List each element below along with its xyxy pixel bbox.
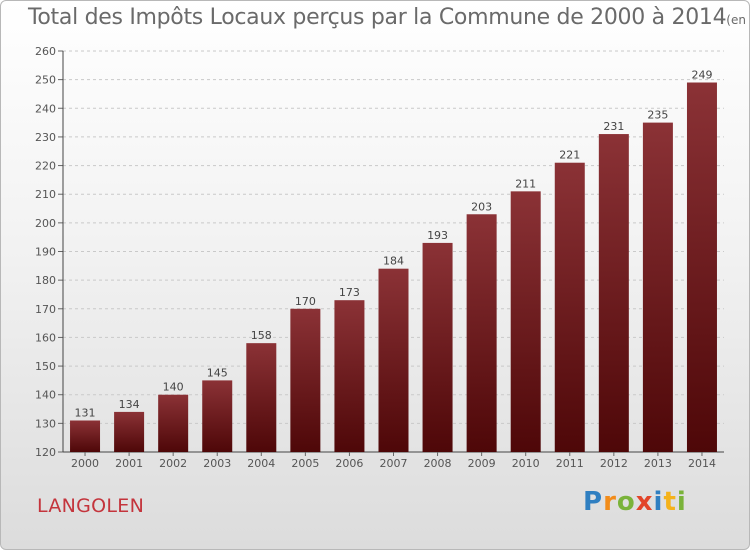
y-tick-label: 140: [35, 389, 56, 402]
commune-name: LANGOLEN: [37, 495, 145, 517]
x-tick-label: 2001: [115, 457, 143, 470]
y-tick-label: 210: [35, 188, 56, 201]
bar: [554, 162, 585, 452]
bar-value-label: 140: [163, 381, 184, 394]
chart-title-text: Total des Impôts Locaux perçus par la Co…: [28, 5, 727, 30]
bar-value-label: 231: [603, 120, 624, 133]
brand-letter: i: [653, 487, 664, 517]
x-tick-label: 2008: [424, 457, 452, 470]
x-tick-label: 2012: [600, 457, 628, 470]
bar-value-label: 131: [75, 406, 96, 419]
bar-value-label: 249: [691, 69, 712, 82]
bar: [378, 268, 409, 452]
x-tick-label: 2011: [556, 457, 584, 470]
bar: [642, 122, 673, 452]
y-tick-label: 170: [35, 303, 56, 316]
y-tick-label: 130: [35, 417, 56, 430]
y-tick-label: 240: [35, 102, 56, 115]
y-tick-label: 120: [35, 446, 56, 459]
brand-letter: P: [583, 487, 604, 517]
y-tick-label: 180: [35, 274, 56, 287]
x-tick-label: 2007: [380, 457, 408, 470]
y-tick-label: 250: [35, 74, 56, 87]
x-tick-label: 2010: [512, 457, 540, 470]
x-tick-label: 2014: [688, 457, 716, 470]
bar-value-label: 170: [295, 295, 316, 308]
brand-letter: r: [603, 487, 617, 517]
bar: [510, 191, 541, 452]
x-tick-label: 2013: [644, 457, 672, 470]
x-tick-label: 2009: [468, 457, 496, 470]
bar-value-label: 184: [383, 255, 404, 268]
x-tick-label: 2006: [335, 457, 363, 470]
x-tick-label: 2002: [159, 457, 187, 470]
y-tick-label: 200: [35, 217, 56, 230]
bar: [334, 300, 365, 452]
bar: [158, 394, 189, 452]
x-tick-label: 2004: [247, 457, 275, 470]
x-tick-label: 2005: [291, 457, 319, 470]
bar-layer: 131 134 140 145 158 170 173 184 193 203 211 221 231 2…: [70, 69, 717, 453]
y-tick-label: 260: [35, 45, 56, 58]
bar-value-label: 145: [207, 366, 228, 379]
y-tick-label: 220: [35, 160, 56, 173]
y-tick-label: 150: [35, 360, 56, 373]
bar: [422, 242, 453, 452]
bar-value-label: 173: [339, 286, 360, 299]
bar-value-label: 134: [119, 398, 140, 411]
bar-value-label: 211: [515, 177, 536, 190]
brand-letter: x: [635, 487, 654, 517]
bar-value-label: 193: [427, 229, 448, 242]
chart-title-unit: (en milliers d'€): [726, 13, 749, 27]
x-tick-label: 2003: [203, 457, 231, 470]
bar: [290, 308, 321, 452]
bar: [686, 82, 717, 452]
y-tick-label: 190: [35, 246, 56, 259]
bar-value-label: 221: [559, 149, 580, 162]
brand-letter: i: [676, 487, 687, 517]
brand-letter: o: [616, 487, 636, 517]
bar: [466, 214, 497, 452]
bar-value-label: 203: [471, 200, 492, 213]
bar-value-label: 235: [647, 109, 668, 122]
y-tick-label: 160: [35, 331, 56, 344]
x-tick-label: 2000: [71, 457, 99, 470]
y-tick-label: 230: [35, 131, 56, 144]
bar-value-label: 158: [251, 329, 272, 342]
brand-logo: Proxiti: [583, 487, 687, 517]
chart-title: Total des Impôts Locaux perçus par la Co…: [28, 5, 749, 30]
bar: [114, 411, 145, 452]
bar: [598, 134, 629, 453]
bar: [202, 380, 233, 452]
brand-letter: t: [663, 487, 677, 517]
bar: [246, 343, 277, 452]
bar: [70, 420, 101, 452]
